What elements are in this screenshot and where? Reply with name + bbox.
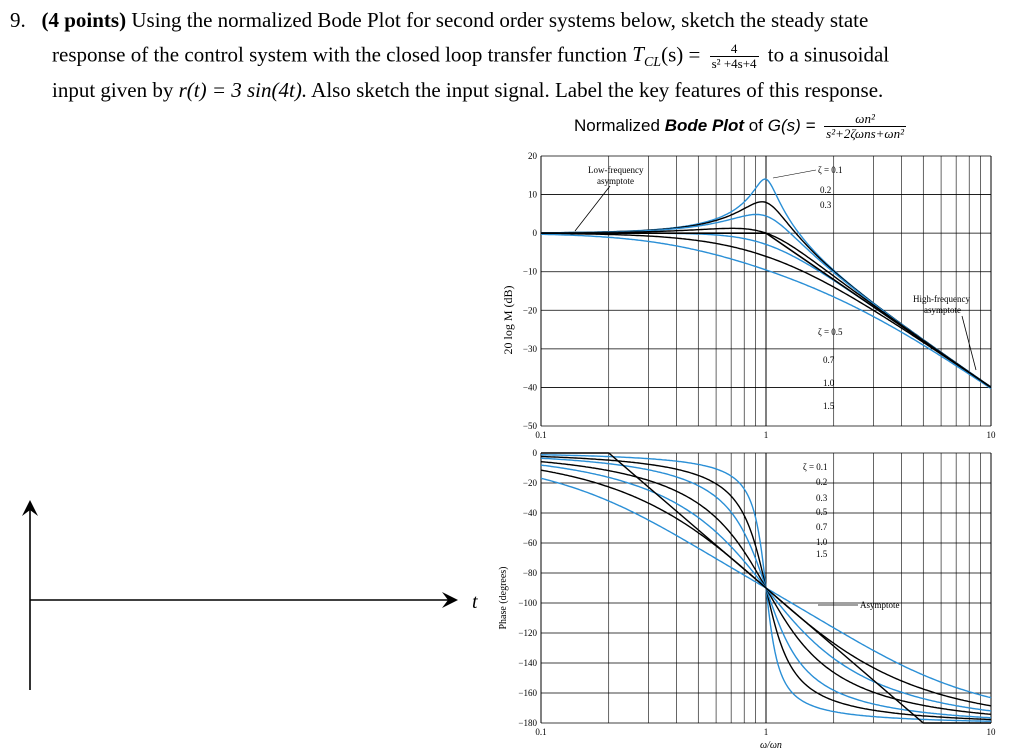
low-frequency-label-1: Low-frequency	[588, 165, 644, 175]
phase-ytick-label: −160	[518, 688, 537, 698]
magnitude-curve	[541, 233, 992, 390]
question-text-3b: Also sketch the input signal. Label the …	[311, 78, 884, 102]
phase-zeta-label-3: 0.5	[816, 507, 828, 517]
sketch-axes: t	[22, 500, 478, 690]
input-signal-expression: r(t) = 3 sin(4t).	[178, 78, 308, 102]
question-text-1: Using the normalized Bode Plot for secon…	[131, 8, 869, 32]
phase-zeta-label-1: 0.2	[816, 477, 827, 487]
phase-xtick-label: 1	[764, 727, 769, 737]
zeta-bottom-label-3: 1.5	[823, 401, 835, 411]
zeta-top-label-1: 0.2	[820, 185, 831, 195]
sketch-t-label: t	[472, 591, 478, 613]
phase-curves	[540, 452, 992, 724]
high-frequency-label-1: High-frequency	[913, 294, 970, 304]
magnitude-ytick-label: 10	[528, 190, 538, 200]
question-line-1: 9. (4 points) Using the normalized Bode …	[10, 8, 868, 33]
phase-zeta-label-0: ζ = 0.1	[803, 462, 828, 472]
zeta-top-label-2: 0.3	[820, 200, 832, 210]
phase-asymptote	[541, 452, 991, 724]
magnitude-ylabel: 20 log M (dB)	[501, 285, 515, 354]
phase-ylabel: Phase (degrees)	[498, 566, 509, 629]
phase-ytick-label: −20	[523, 478, 538, 488]
magnitude-ticks: 20 10 0 −10 −20 −30 −40 −500.1 1 10	[523, 151, 996, 440]
phase-xtick-label: 10	[987, 727, 997, 737]
zeta-bottom-label-2: 1.0	[823, 378, 835, 388]
magnitude-ytick-label: −50	[523, 421, 538, 431]
zeta-top-label-0: ζ = 0.1	[818, 165, 843, 175]
transfer-function-label: TCL	[632, 42, 662, 71]
magnitude-ytick-label: 0	[533, 228, 538, 238]
transfer-function-fraction: 4 s² +4s+4	[709, 41, 759, 71]
question-number: 9.	[10, 8, 26, 32]
phase-grid	[540, 452, 992, 724]
asymptote-label: Asymptote	[860, 600, 900, 610]
magnitude-xtick-label: 0.1	[535, 430, 546, 440]
phase-zeta-label-6: 1.5	[816, 549, 828, 559]
magnitude-xtick-label: 1	[764, 430, 769, 440]
magnitude-curves	[541, 178, 992, 390]
question-line-3: input given by r(t) = 3 sin(4t). Also sk…	[52, 78, 883, 103]
magnitude-ytick-label: −40	[523, 382, 538, 392]
phase-xtick-label: 0.1	[535, 727, 546, 737]
magnitude-plot: 20 10 0 −10 −20 −30 −40 −500.1 1 10 20 log M (dB)…	[501, 151, 996, 440]
bode-title-fraction: ωn² s²+2ζωns+ωn²	[824, 111, 906, 141]
magnitude-xtick-label: 10	[987, 430, 997, 440]
phase-ytick-label: −100	[518, 598, 537, 608]
magnitude-annotations: Low-frequency asymptote High-frequency a…	[574, 165, 977, 411]
phase-xlabel: ω/ωn	[760, 740, 782, 751]
magnitude-grid	[540, 155, 992, 427]
magnitude-ytick-label: −20	[523, 305, 538, 315]
phase-ytick-label: −60	[523, 538, 538, 548]
phase-ytick-label: 0	[533, 448, 538, 458]
zeta-bottom-label-0: ζ = 0.5	[818, 327, 843, 337]
high-frequency-label-2: asymptote	[924, 305, 961, 315]
phase-zeta-label-5: 1.0	[816, 537, 828, 547]
bode-plot-title: Normalized Bode Plot of G(s) = ωn² s²+2ζ…	[574, 111, 906, 141]
sketch-horizontal-arrowhead	[442, 592, 458, 608]
phase-annotations: ζ = 0.1 0.2 0.3 0.5 0.7 1.0 1.5 Asymptot…	[803, 462, 900, 610]
magnitude-ytick-label: −30	[523, 344, 538, 354]
phase-ytick-label: −120	[518, 628, 537, 638]
phase-ytick-label: −40	[523, 508, 538, 518]
magnitude-ytick-label: −10	[523, 267, 538, 277]
phase-ytick-label: −140	[518, 658, 537, 668]
phase-zeta-label-4: 0.7	[816, 522, 828, 532]
question-points: (4 points)	[41, 8, 127, 32]
phase-zeta-label-2: 0.3	[816, 493, 828, 503]
magnitude-asymptote	[541, 232, 992, 389]
zeta-bottom-label-1: 0.7	[823, 355, 835, 365]
question-text-3: input given by	[52, 78, 174, 102]
question-line-2: response of the control system with the …	[52, 42, 889, 72]
question-text-2b: to a sinusoidal	[767, 42, 890, 67]
magnitude-curve	[541, 232, 992, 389]
transfer-function-arg: (s) =	[661, 42, 701, 67]
low-frequency-label-2: asymptote	[597, 176, 634, 186]
question-text-2: response of the control system with the …	[52, 42, 628, 67]
magnitude-ytick-label: 20	[528, 151, 538, 161]
sketch-vertical-arrowhead	[22, 500, 38, 516]
phase-ytick-label: −180	[518, 718, 537, 728]
phase-ytick-label: −80	[523, 568, 538, 578]
